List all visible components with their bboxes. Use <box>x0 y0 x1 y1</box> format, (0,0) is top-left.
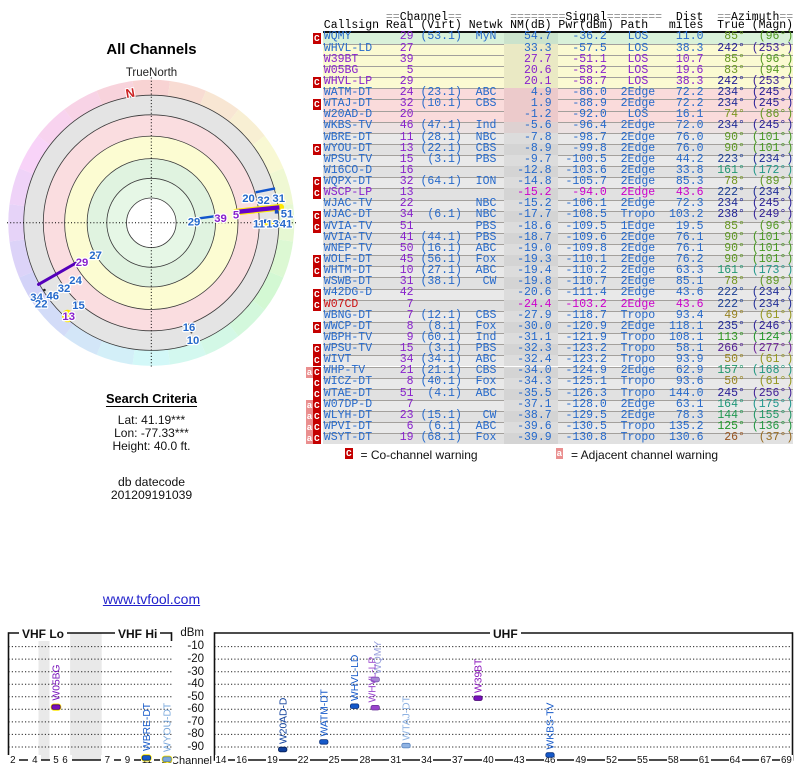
svg-text:41: 41 <box>280 218 293 230</box>
svg-text:WKBS-TV: WKBS-TV <box>546 702 557 749</box>
svg-text:51: 51 <box>281 208 294 220</box>
svg-text:15: 15 <box>72 300 85 312</box>
svg-text:WHVL-LP: WHVL-LP <box>368 657 379 703</box>
svg-text:32: 32 <box>257 195 270 207</box>
svg-text:13: 13 <box>62 311 75 323</box>
svg-text:22: 22 <box>35 299 48 311</box>
svg-text:WTAJ-DT: WTAJ-DT <box>402 695 413 740</box>
svg-text:W20AD-D: W20AD-D <box>278 698 289 744</box>
svg-text:WQMY: WQMY <box>373 641 384 674</box>
svg-text:39: 39 <box>214 213 227 225</box>
svg-text:WBRE-DT: WBRE-DT <box>142 702 153 751</box>
svg-text:W05BG: W05BG <box>52 664 63 700</box>
svg-text:16: 16 <box>183 322 196 334</box>
svg-text:W39BT: W39BT <box>474 658 485 693</box>
svg-text:WYOU-DT: WYOU-DT <box>163 702 174 752</box>
svg-text:32: 32 <box>58 283 71 295</box>
svg-text:5: 5 <box>233 209 239 221</box>
svg-text:29: 29 <box>188 216 201 228</box>
svg-text:29: 29 <box>76 257 89 269</box>
svg-text:WHVL-LD: WHVL-LD <box>350 655 361 701</box>
svg-text:46: 46 <box>47 291 60 303</box>
svg-text:34: 34 <box>30 292 43 304</box>
svg-text:20: 20 <box>242 193 255 205</box>
svg-text:11: 11 <box>253 218 265 230</box>
svg-text:31: 31 <box>272 193 285 205</box>
svg-text:13: 13 <box>266 218 279 230</box>
svg-text:WATM-DT: WATM-DT <box>319 688 330 736</box>
svg-text:10: 10 <box>187 335 200 347</box>
svg-text:24: 24 <box>69 275 82 287</box>
svg-text:N: N <box>125 86 136 101</box>
svg-text:27: 27 <box>89 250 102 262</box>
